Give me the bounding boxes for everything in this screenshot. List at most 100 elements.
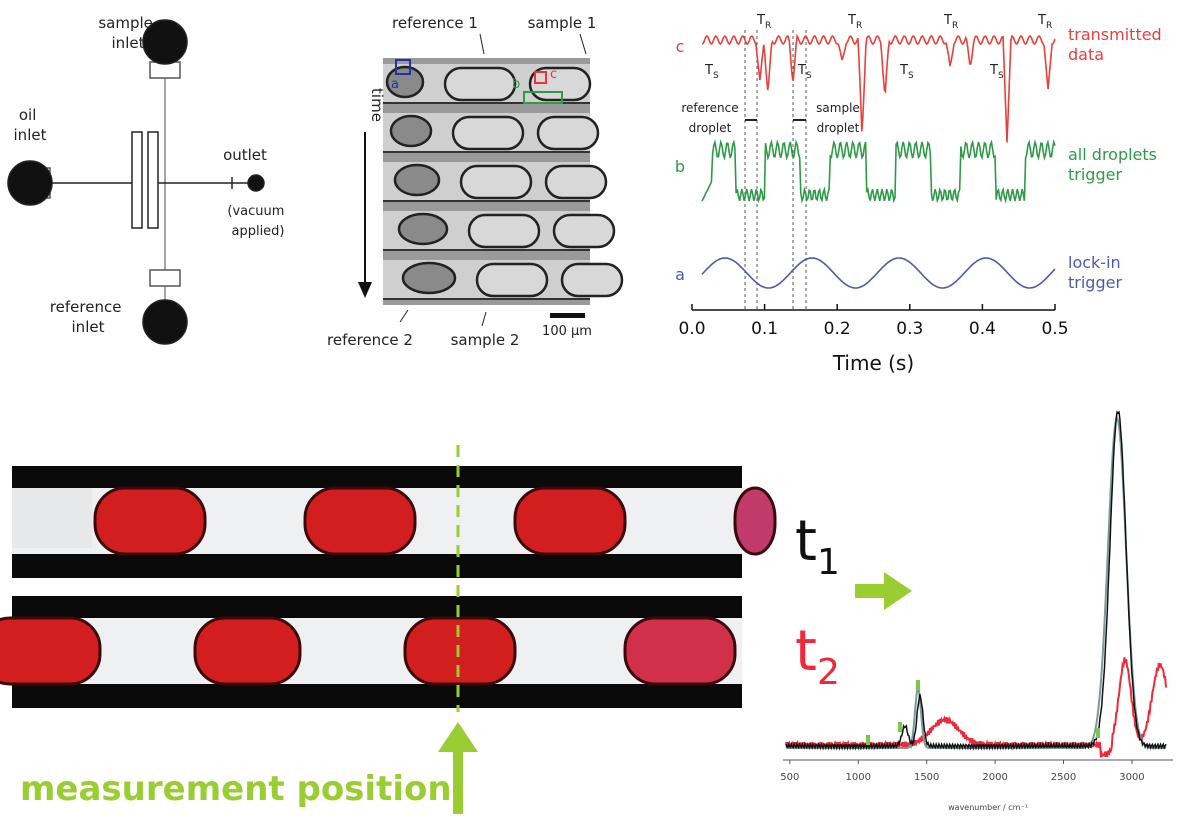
chip-schematic [8, 20, 264, 344]
reference-inlet-label: reference inlet [50, 298, 126, 336]
label-sub: S [998, 71, 1004, 81]
vacuum-label: (vacuum applied) [227, 204, 288, 239]
label-sub: S [713, 71, 719, 81]
outlet-label: outlet [223, 146, 267, 164]
x-tick-label: 0.1 [751, 319, 778, 339]
droplet [395, 165, 439, 195]
x-tick-label: 3000 [1119, 772, 1144, 783]
label-line: transmitted [1068, 25, 1162, 44]
pointer [480, 34, 484, 54]
label-sub: 1 [817, 542, 840, 583]
x-tick-label: 2500 [1051, 772, 1076, 783]
t2-label: t2 [795, 619, 840, 693]
label-main: t [795, 509, 817, 574]
time-label: time [368, 88, 386, 122]
label-line: sample [816, 101, 860, 115]
trace-letter: a [675, 265, 685, 284]
label-main: T [797, 63, 806, 78]
label-sub: R [952, 21, 958, 31]
roi-a-label: a [391, 77, 399, 92]
label-main: T [756, 13, 765, 28]
scale-label: 100 µm [542, 324, 592, 339]
droplet [554, 215, 614, 247]
reference-inlet-port [143, 300, 187, 344]
x-tick-label: 0.4 [969, 319, 996, 339]
oil-inlet-label: oil inlet [14, 106, 47, 144]
droplet [546, 166, 606, 198]
label-main: T [943, 13, 952, 28]
label-main: T [899, 63, 908, 78]
marker [916, 680, 920, 690]
resistor [132, 132, 142, 228]
measurement-label: measurement position [20, 769, 452, 809]
reference-droplet-label: reference droplet [681, 101, 738, 135]
label-sub: R [765, 21, 771, 31]
pointer [482, 312, 486, 326]
label-line: oil [19, 106, 37, 124]
marker [898, 722, 902, 732]
droplet [445, 68, 515, 100]
label-sub: R [856, 21, 862, 31]
x-tick-label: 0.2 [824, 319, 851, 339]
droplet [735, 488, 775, 554]
tr-label: TR [847, 13, 862, 31]
label-sub: S [908, 71, 914, 81]
x-tick-label: 0.5 [1041, 319, 1068, 339]
sample-1-label: sample 1 [528, 14, 597, 32]
oil-inlet-port [8, 161, 52, 205]
tr-label: TR [943, 13, 958, 31]
label-line: trigger [1068, 165, 1122, 184]
micrograph [383, 58, 622, 305]
droplet [562, 264, 622, 296]
tr-label: TR [1037, 13, 1052, 31]
droplet [515, 488, 625, 554]
droplet [403, 263, 455, 293]
x-tick-label: 0.3 [896, 319, 923, 339]
label-main: T [1037, 13, 1046, 28]
label-line: lock-in [1068, 253, 1121, 272]
droplet [469, 215, 539, 247]
label-main: T [847, 13, 856, 28]
tr-label: TR [756, 13, 771, 31]
droplet [625, 618, 735, 684]
x-tick-label: 1000 [846, 772, 871, 783]
droplet [305, 488, 415, 554]
ts-label: TS [989, 63, 1004, 81]
ts-label: TS [899, 63, 914, 81]
scale-bar [550, 313, 585, 318]
ts-label: TS [704, 63, 719, 81]
spectrum-trace [786, 657, 1166, 757]
arrow-head [358, 282, 372, 298]
label-line: inlet [14, 126, 47, 144]
label-main: T [989, 63, 998, 78]
droplet [461, 166, 531, 198]
arrow-head [438, 722, 478, 752]
figure: sample inlet oil inlet outlet (vacuum ap… [0, 0, 1182, 820]
label-line: inlet [72, 318, 105, 336]
reference-1-label: reference 1 [392, 14, 478, 32]
label-line: reference [681, 101, 738, 115]
droplet [95, 488, 205, 554]
resistor [148, 132, 158, 228]
arrow-head [884, 572, 912, 610]
pointer [580, 34, 586, 54]
outlet-port [248, 175, 264, 191]
label-line: droplet [689, 121, 732, 135]
pointer [400, 310, 408, 322]
marker [866, 735, 870, 745]
label-main: t [795, 619, 817, 684]
channel-images [0, 466, 775, 708]
label-sub: S [806, 71, 812, 81]
time-arrow [855, 584, 887, 598]
x-axis-title: wavenumber / cm⁻¹ [948, 803, 1028, 812]
reference-2-label: reference 2 [327, 331, 413, 349]
label-line: droplet [817, 121, 860, 135]
trace [702, 36, 1055, 143]
label-sub: 2 [817, 652, 840, 693]
t1-label: t1 [795, 509, 840, 583]
x-tick-label: 500 [780, 772, 799, 783]
label-line: all droplets [1068, 145, 1157, 164]
measurement-arrow [453, 748, 463, 814]
